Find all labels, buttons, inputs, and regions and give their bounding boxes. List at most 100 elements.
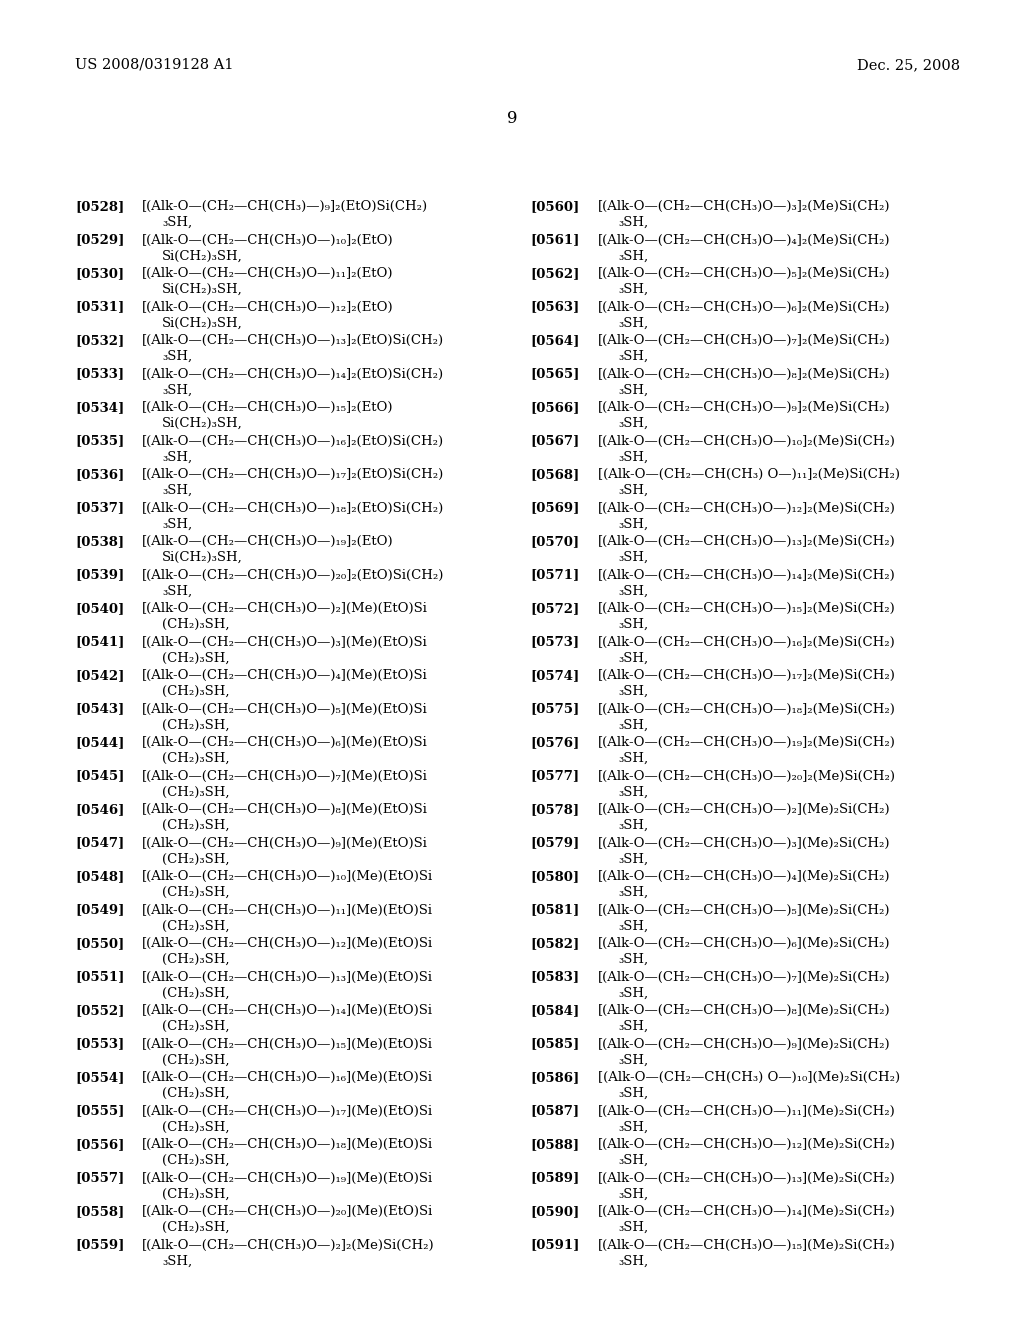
Text: [(Alk-O—(CH₂—CH(CH₃)O—)₃](Me)(EtO)Si: [(Alk-O—(CH₂—CH(CH₃)O—)₃](Me)(EtO)Si [142, 635, 428, 648]
Text: [0538]: [0538] [75, 535, 124, 548]
Text: [0585]: [0585] [530, 1038, 580, 1051]
Text: (CH₂)₃SH,: (CH₂)₃SH, [162, 752, 229, 766]
Text: [0536]: [0536] [75, 469, 124, 480]
Text: [0576]: [0576] [530, 737, 580, 748]
Text: [0575]: [0575] [530, 702, 580, 715]
Text: [0528]: [0528] [75, 201, 124, 213]
Text: [0590]: [0590] [530, 1205, 580, 1218]
Text: [0560]: [0560] [530, 201, 580, 213]
Text: [(Alk-O—(CH₂—CH(CH₃)O—)₆]₂(Me)Si(CH₂): [(Alk-O—(CH₂—CH(CH₃)O—)₆]₂(Me)Si(CH₂) [598, 301, 891, 314]
Text: [0588]: [0588] [530, 1138, 580, 1151]
Text: [0580]: [0580] [530, 870, 580, 883]
Text: [(Alk-O—(CH₂—CH(CH₃)O—)₁₀]₂(EtO): [(Alk-O—(CH₂—CH(CH₃)O—)₁₀]₂(EtO) [142, 234, 393, 247]
Text: ₃SH,: ₃SH, [618, 818, 648, 832]
Text: [0574]: [0574] [530, 669, 580, 682]
Text: [0533]: [0533] [75, 367, 124, 380]
Text: [0543]: [0543] [75, 702, 124, 715]
Text: ₃SH,: ₃SH, [618, 953, 648, 966]
Text: [(Alk-O—(CH₂—CH(CH₃)O—)₁₉](Me)(EtO)Si: [(Alk-O—(CH₂—CH(CH₃)O—)₁₉](Me)(EtO)Si [142, 1172, 433, 1184]
Text: [(Alk-O—(CH₂—CH(CH₃)O—)₁₂]₂(Me)Si(CH₂): [(Alk-O—(CH₂—CH(CH₃)O—)₁₂]₂(Me)Si(CH₂) [598, 502, 896, 515]
Text: [0586]: [0586] [530, 1071, 580, 1084]
Text: ₃SH,: ₃SH, [618, 317, 648, 330]
Text: [0573]: [0573] [530, 635, 580, 648]
Text: [0582]: [0582] [530, 937, 580, 950]
Text: ₃SH,: ₃SH, [162, 517, 193, 531]
Text: ₃SH,: ₃SH, [618, 384, 648, 396]
Text: (CH₂)₃SH,: (CH₂)₃SH, [162, 1020, 229, 1034]
Text: [(Alk-O—(CH₂—CH(CH₃)O—)₁₆]₂(EtO)Si(CH₂): [(Alk-O—(CH₂—CH(CH₃)O—)₁₆]₂(EtO)Si(CH₂) [142, 434, 444, 447]
Text: (CH₂)₃SH,: (CH₂)₃SH, [162, 618, 229, 631]
Text: [0541]: [0541] [75, 635, 124, 648]
Text: [0553]: [0553] [75, 1038, 124, 1051]
Text: [(Alk-O—(CH₂—CH(CH₃)O—)₈](Me)₂Si(CH₂): [(Alk-O—(CH₂—CH(CH₃)O—)₈](Me)₂Si(CH₂) [598, 1005, 891, 1016]
Text: ₃SH,: ₃SH, [618, 920, 648, 932]
Text: ₃SH,: ₃SH, [618, 618, 648, 631]
Text: [(Alk-O—(CH₂—CH(CH₃)O—)₁₉]₂(Me)Si(CH₂): [(Alk-O—(CH₂—CH(CH₃)O—)₁₉]₂(Me)Si(CH₂) [598, 737, 896, 748]
Text: [0559]: [0559] [75, 1238, 124, 1251]
Text: [(Alk-O—(CH₂—CH(CH₃)O—)₁₂](Me)₂Si(CH₂): [(Alk-O—(CH₂—CH(CH₃)O—)₁₂](Me)₂Si(CH₂) [598, 1138, 896, 1151]
Text: [(Alk-O—(CH₂—CH(CH₃)O—)₁₅]₂(Me)Si(CH₂): [(Alk-O—(CH₂—CH(CH₃)O—)₁₅]₂(Me)Si(CH₂) [598, 602, 896, 615]
Text: [0547]: [0547] [75, 837, 124, 850]
Text: [0558]: [0558] [75, 1205, 124, 1218]
Text: [0572]: [0572] [530, 602, 580, 615]
Text: ₃SH,: ₃SH, [618, 785, 648, 799]
Text: (CH₂)₃SH,: (CH₂)₃SH, [162, 853, 229, 866]
Text: (CH₂)₃SH,: (CH₂)₃SH, [162, 785, 229, 799]
Text: ₃SH,: ₃SH, [618, 1154, 648, 1167]
Text: ₃SH,: ₃SH, [618, 1221, 648, 1234]
Text: ₃SH,: ₃SH, [618, 685, 648, 698]
Text: ₃SH,: ₃SH, [618, 484, 648, 498]
Text: Si(CH₂)₃SH,: Si(CH₂)₃SH, [162, 417, 243, 430]
Text: [0555]: [0555] [75, 1105, 124, 1118]
Text: [(Alk-O—(CH₂—CH(CH₃)O—)₂₀](Me)(EtO)Si: [(Alk-O—(CH₂—CH(CH₃)O—)₂₀](Me)(EtO)Si [142, 1205, 433, 1218]
Text: (CH₂)₃SH,: (CH₂)₃SH, [162, 886, 229, 899]
Text: [(Alk-O—(CH₂—CH(CH₃)O—)₁₄](Me)(EtO)Si: [(Alk-O—(CH₂—CH(CH₃)O—)₁₄](Me)(EtO)Si [142, 1005, 433, 1016]
Text: ₃SH,: ₃SH, [618, 417, 648, 430]
Text: ₃SH,: ₃SH, [162, 1254, 193, 1267]
Text: [(Alk-O—(CH₂—CH(CH₃)O—)₁₃](Me)(EtO)Si: [(Alk-O—(CH₂—CH(CH₃)O—)₁₃](Me)(EtO)Si [142, 970, 433, 983]
Text: [0539]: [0539] [75, 569, 124, 582]
Text: [0529]: [0529] [75, 234, 124, 247]
Text: ₃SH,: ₃SH, [618, 1188, 648, 1200]
Text: [0591]: [0591] [530, 1238, 580, 1251]
Text: [(Alk-O—(CH₂—CH(CH₃)O—)₁₁](Me)(EtO)Si: [(Alk-O—(CH₂—CH(CH₃)O—)₁₁](Me)(EtO)Si [142, 903, 433, 916]
Text: [(Alk-O—(CH₂—CH(CH₃)O—)₁₆]₂(Me)Si(CH₂): [(Alk-O—(CH₂—CH(CH₃)O—)₁₆]₂(Me)Si(CH₂) [598, 635, 896, 648]
Text: [(Alk-O—(CH₂—CH(CH₃)O—)₁₁](Me)₂Si(CH₂): [(Alk-O—(CH₂—CH(CH₃)O—)₁₁](Me)₂Si(CH₂) [598, 1105, 896, 1118]
Text: ₃SH,: ₃SH, [618, 450, 648, 463]
Text: [(Alk-O—(CH₂—CH(CH₃)O—)₃]₂(Me)Si(CH₂): [(Alk-O—(CH₂—CH(CH₃)O—)₃]₂(Me)Si(CH₂) [598, 201, 891, 213]
Text: ₃SH,: ₃SH, [618, 886, 648, 899]
Text: ₃SH,: ₃SH, [618, 517, 648, 531]
Text: [0557]: [0557] [75, 1172, 124, 1184]
Text: Si(CH₂)₃SH,: Si(CH₂)₃SH, [162, 317, 243, 330]
Text: [(Alk-O—(CH₂—CH(CH₃)O—)₁₇]₂(EtO)Si(CH₂): [(Alk-O—(CH₂—CH(CH₃)O—)₁₇]₂(EtO)Si(CH₂) [142, 469, 444, 480]
Text: [0584]: [0584] [530, 1005, 580, 1016]
Text: ₃SH,: ₃SH, [618, 986, 648, 999]
Text: [(Alk-O—(CH₂—CH(CH₃)O—)₉]₂(Me)Si(CH₂): [(Alk-O—(CH₂—CH(CH₃)O—)₉]₂(Me)Si(CH₂) [598, 401, 891, 414]
Text: ₃SH,: ₃SH, [618, 350, 648, 363]
Text: (CH₂)₃SH,: (CH₂)₃SH, [162, 1221, 229, 1234]
Text: [(Alk-O—(CH₂—CH(CH₃)O—)₁₈](Me)(EtO)Si: [(Alk-O—(CH₂—CH(CH₃)O—)₁₈](Me)(EtO)Si [142, 1138, 433, 1151]
Text: [(Alk-O—(CH₂—CH(CH₃)O—)₄](Me)₂Si(CH₂): [(Alk-O—(CH₂—CH(CH₃)O—)₄](Me)₂Si(CH₂) [598, 870, 891, 883]
Text: [0578]: [0578] [530, 803, 580, 816]
Text: ₃SH,: ₃SH, [162, 384, 193, 396]
Text: ₃SH,: ₃SH, [618, 1254, 648, 1267]
Text: [(Alk-O—(CH₂—CH(CH₃)O—)₁₃]₂(EtO)Si(CH₂): [(Alk-O—(CH₂—CH(CH₃)O—)₁₃]₂(EtO)Si(CH₂) [142, 334, 444, 347]
Text: ₃SH,: ₃SH, [618, 1020, 648, 1034]
Text: Si(CH₂)₃SH,: Si(CH₂)₃SH, [162, 550, 243, 564]
Text: [(Alk-O—(CH₂—CH(CH₃)—)₉]₂(EtO)Si(CH₂): [(Alk-O—(CH₂—CH(CH₃)—)₉]₂(EtO)Si(CH₂) [142, 201, 428, 213]
Text: [(Alk-O—(CH₂—CH(CH₃)O—)₅]₂(Me)Si(CH₂): [(Alk-O—(CH₂—CH(CH₃)O—)₅]₂(Me)Si(CH₂) [598, 267, 891, 280]
Text: [(Alk-O—(CH₂—CH(CH₃)O—)₃](Me)₂Si(CH₂): [(Alk-O—(CH₂—CH(CH₃)O—)₃](Me)₂Si(CH₂) [598, 837, 891, 850]
Text: [(Alk-O—(CH₂—CH(CH₃)O—)₁₀]₂(Me)Si(CH₂): [(Alk-O—(CH₂—CH(CH₃)O—)₁₀]₂(Me)Si(CH₂) [598, 434, 896, 447]
Text: (CH₂)₃SH,: (CH₂)₃SH, [162, 652, 229, 664]
Text: [(Alk-O—(CH₂—CH(CH₃)O—)₁₃](Me)₂Si(CH₂): [(Alk-O—(CH₂—CH(CH₃)O—)₁₃](Me)₂Si(CH₂) [598, 1172, 896, 1184]
Text: [(Alk-O—(CH₂—CH(CH₃)O—)₁₁]₂(EtO): [(Alk-O—(CH₂—CH(CH₃)O—)₁₁]₂(EtO) [142, 267, 393, 280]
Text: [0577]: [0577] [530, 770, 580, 783]
Text: [0544]: [0544] [75, 737, 124, 748]
Text: [(Alk-O—(CH₂—CH(CH₃)O—)₂](Me)₂Si(CH₂): [(Alk-O—(CH₂—CH(CH₃)O—)₂](Me)₂Si(CH₂) [598, 803, 891, 816]
Text: [0565]: [0565] [530, 367, 580, 380]
Text: [(Alk-O—(CH₂—CH(CH₃) O—)₁₁]₂(Me)Si(CH₂): [(Alk-O—(CH₂—CH(CH₃) O—)₁₁]₂(Me)Si(CH₂) [598, 469, 900, 480]
Text: [0546]: [0546] [75, 803, 124, 816]
Text: [(Alk-O—(CH₂—CH(CH₃)O—)₂₀]₂(Me)Si(CH₂): [(Alk-O—(CH₂—CH(CH₃)O—)₂₀]₂(Me)Si(CH₂) [598, 770, 896, 783]
Text: ₃SH,: ₃SH, [618, 216, 648, 228]
Text: ₃SH,: ₃SH, [618, 282, 648, 296]
